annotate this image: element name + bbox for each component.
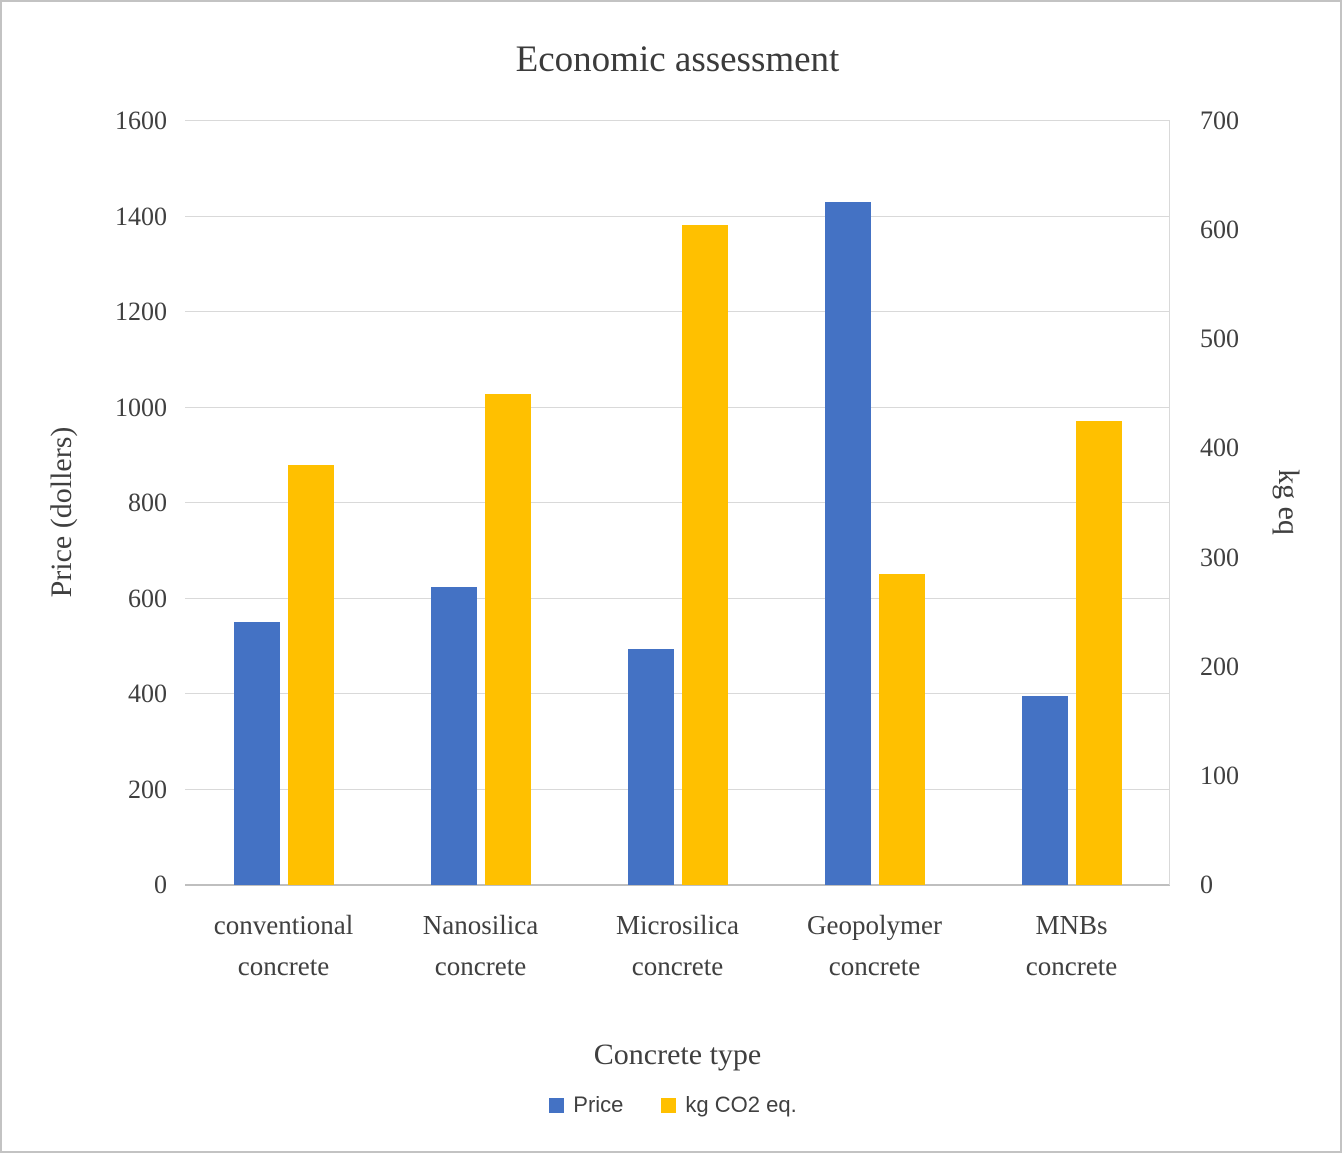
left-axis-tick-label: 0 [154, 870, 167, 899]
x-axis-title: Concrete type [593, 1038, 762, 1071]
legend-label: kg CO2 eq. [685, 1092, 797, 1117]
gridline [185, 502, 1170, 503]
gridline [185, 693, 1170, 694]
right-axis-tick-label: 700 [1200, 106, 1239, 135]
bar-co2-1 [287, 464, 334, 885]
left-axis-tick-label: 1200 [115, 297, 167, 326]
chart-title: Economic assessment [515, 39, 840, 80]
right-axis-tick-label: 600 [1200, 215, 1239, 245]
y-axis-ticks-left: 0 200 400 600 800 1000 1200 1400 1600 [77, 106, 167, 899]
bar-price-3 [627, 648, 674, 885]
right-axis-tick-label: 100 [1200, 760, 1239, 790]
legend-item-price: Price [549, 1092, 623, 1118]
bar-co2-4 [878, 573, 925, 885]
left-axis-tick-label: 800 [128, 488, 167, 517]
gridline [185, 120, 1170, 121]
bar-co2-3 [681, 224, 728, 885]
left-axis-tick-label: 1000 [115, 392, 167, 422]
gridline [185, 215, 1170, 217]
bar-co2-2 [484, 393, 531, 885]
gridline [185, 788, 1170, 790]
legend-label: Price [573, 1092, 624, 1117]
category-label-4: Geopolymer concrete [807, 910, 942, 981]
x-axis-line [185, 884, 1170, 886]
plot-area [185, 120, 1170, 886]
left-axis-tick-label: 400 [128, 679, 167, 708]
category-label-3: Microsilica concrete [616, 910, 739, 981]
bar-price-2 [430, 586, 477, 885]
category-label-5: MNBs concrete [1025, 910, 1118, 981]
bar-co2-5 [1075, 421, 1122, 885]
right-axis-tick-label: 200 [1200, 651, 1239, 681]
category-label-1: conventional concrete [213, 910, 354, 981]
gridline [185, 406, 1170, 408]
category-label-2: Nanosilica concrete [422, 910, 539, 981]
left-axis-tick-label: 600 [128, 583, 167, 613]
x-axis-category-labels: conventional concrete Nanosilica concrete… [185, 905, 1170, 995]
legend-swatch [661, 1097, 677, 1113]
right-axis-tick-label: 300 [1200, 542, 1239, 572]
legend-swatch [549, 1097, 565, 1113]
right-axis-tick-label: 500 [1200, 324, 1239, 354]
right-axis-tick-label: 400 [1200, 433, 1239, 463]
gridline [185, 597, 1170, 599]
y-axis-title-left: Price (dollers) [45, 426, 78, 598]
bar-price-5 [1021, 696, 1068, 885]
bar-price-1 [233, 622, 280, 885]
gridline [185, 311, 1170, 312]
legend: Price kg CO2 eq. [2, 1092, 1340, 1118]
legend-item-co2: kg CO2 eq. [661, 1092, 797, 1118]
y-axis-ticks-right: 0 100 200 300 400 500 600 700 [1200, 106, 1290, 899]
bar-price-4 [824, 202, 871, 885]
plot-right-border [1169, 121, 1170, 885]
right-axis-tick-label: 0 [1200, 870, 1213, 899]
left-axis-tick-label: 1400 [115, 201, 167, 231]
left-axis-tick-label: 200 [128, 774, 167, 804]
left-axis-tick-label: 1600 [115, 106, 167, 135]
